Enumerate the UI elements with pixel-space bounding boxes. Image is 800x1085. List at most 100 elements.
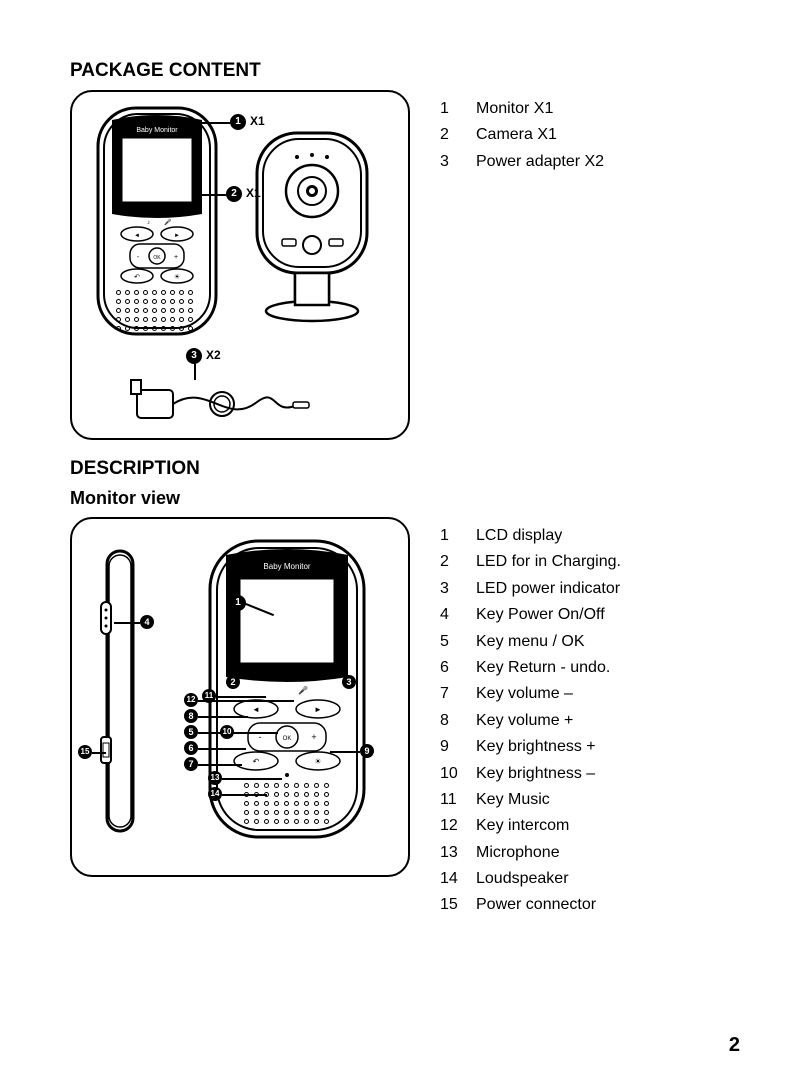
callout-bubble: 1 <box>230 595 246 611</box>
svg-text:+: + <box>311 732 316 742</box>
callout-bubble: 1 <box>230 114 246 130</box>
leader-line <box>200 194 226 196</box>
callout-bubble: 6 <box>184 741 198 755</box>
item-label: Key brightness + <box>476 734 596 760</box>
svg-text:Baby Monitor: Baby Monitor <box>136 127 178 134</box>
speaker-grille-icon <box>116 290 194 332</box>
item-label: Loudspeaker <box>476 866 569 892</box>
item-num: 1 <box>440 523 462 549</box>
item-num: 3 <box>440 149 462 175</box>
svg-text:OK: OK <box>153 255 161 261</box>
item-num: 2 <box>440 549 462 575</box>
callout-bubble: 8 <box>184 709 198 723</box>
list-item: 2 Camera X1 <box>440 122 750 148</box>
item-num: 1 <box>440 96 462 122</box>
svg-text:OK: OK <box>283 736 292 742</box>
item-label: Key intercom <box>476 813 569 839</box>
package-heading: PACKAGE CONTENT <box>70 60 750 82</box>
item-num: 2 <box>440 122 462 148</box>
list-item: 6Key Return - undo. <box>440 655 750 681</box>
list-item: 8Key volume + <box>440 708 750 734</box>
adapter-icon <box>127 362 327 432</box>
item-label: Power connector <box>476 892 596 918</box>
svg-text:-: - <box>259 732 262 742</box>
callout-bubble: 15 <box>78 745 92 759</box>
svg-text:☀: ☀ <box>314 757 321 766</box>
list-item: 10 Key brightness – <box>440 761 750 787</box>
description-subheading: Monitor view <box>70 488 750 509</box>
page-number: 2 <box>729 1034 740 1057</box>
item-label: Key volume + <box>476 708 573 734</box>
list-item: 7 Key volume – <box>440 681 750 707</box>
leader-line <box>222 794 267 796</box>
list-item: 5 Key menu / OK <box>440 629 750 655</box>
leader-line <box>198 748 246 750</box>
list-item: 9 Key brightness + <box>440 734 750 760</box>
package-list: 1 Monitor X1 2 Camera X1 3 Power adapter X2 <box>440 90 750 440</box>
list-item: 13 Microphone <box>440 840 750 866</box>
item-num: 14 <box>440 866 462 892</box>
item-label: LED power indicator <box>476 576 620 602</box>
list-item: 1 Monitor X1 <box>440 96 750 122</box>
item-label: LED for in Charging. <box>476 549 621 575</box>
leader-line <box>198 700 294 702</box>
leader-line <box>194 364 196 380</box>
speaker-grille-icon <box>244 783 331 825</box>
callout-bubble: 4 <box>140 615 154 629</box>
item-num: 3 <box>440 576 462 602</box>
item-label: Microphone <box>476 840 560 866</box>
leader-line <box>330 751 360 753</box>
item-num: 15 <box>440 892 462 918</box>
leader-line <box>92 752 106 754</box>
list-item: 2 LED for in Charging. <box>440 549 750 575</box>
callout-qty: X1 <box>246 186 261 200</box>
svg-text:♪: ♪ <box>268 686 272 695</box>
item-label: Key volume – <box>476 681 573 707</box>
item-label: Camera X1 <box>476 122 557 148</box>
list-item: 3 LED power indicator <box>440 576 750 602</box>
item-label: Key Return - undo. <box>476 655 610 681</box>
callout-bubble: 2 <box>226 186 242 202</box>
item-num: 4 <box>440 602 462 628</box>
camera-icon <box>247 127 377 327</box>
description-section: Baby Monitor ♪ 🎤 ◄ ► OK - + ↶ ☀ <box>70 517 750 919</box>
leader-line <box>216 696 266 698</box>
svg-text:◄: ◄ <box>252 705 260 714</box>
item-label: Key brightness – <box>476 761 595 787</box>
callout-bubble: 12 <box>184 693 198 707</box>
item-label: Key Music <box>476 787 550 813</box>
svg-text:►: ► <box>314 705 322 714</box>
leader-line <box>198 122 230 124</box>
item-label: Key menu / OK <box>476 629 585 655</box>
svg-text:☀: ☀ <box>174 273 180 281</box>
leader-line <box>198 732 278 734</box>
list-item: 3 Power adapter X2 <box>440 149 750 175</box>
callout-bubble: 7 <box>184 757 198 771</box>
callout-bubble: 5 <box>184 725 198 739</box>
list-item: 4 Key Power On/Off <box>440 602 750 628</box>
svg-text:►: ► <box>174 233 180 239</box>
description-heading: DESCRIPTION <box>70 458 750 480</box>
leader-line <box>198 764 242 766</box>
list-item: 14 Loudspeaker <box>440 866 750 892</box>
item-num: 9 <box>440 734 462 760</box>
callout-bubble: 14 <box>208 787 222 801</box>
item-label: Monitor X1 <box>476 96 553 122</box>
item-num: 5 <box>440 629 462 655</box>
item-num: 13 <box>440 840 462 866</box>
item-label: Key Power On/Off <box>476 602 605 628</box>
package-section: Baby Monitor ◄ ► ♪ 🎤 OK - + ↶ ☀ <box>70 90 750 440</box>
item-num: 7 <box>440 681 462 707</box>
description-list: 1LCD display2LED for in Charging.3LED po… <box>440 517 750 919</box>
leader-line <box>222 778 282 780</box>
item-label: Power adapter X2 <box>476 149 604 175</box>
list-item: 15 Power connector <box>440 892 750 918</box>
svg-text:+: + <box>174 254 178 261</box>
monitor-diagram: Baby Monitor ♪ 🎤 ◄ ► OK - + ↶ ☀ <box>70 517 410 877</box>
svg-text:◄: ◄ <box>134 233 140 239</box>
svg-text:↶: ↶ <box>134 274 140 281</box>
svg-text:🎤: 🎤 <box>298 685 308 695</box>
item-num: 10 <box>440 761 462 787</box>
list-item: 12 Key intercom <box>440 813 750 839</box>
item-num: 12 <box>440 813 462 839</box>
